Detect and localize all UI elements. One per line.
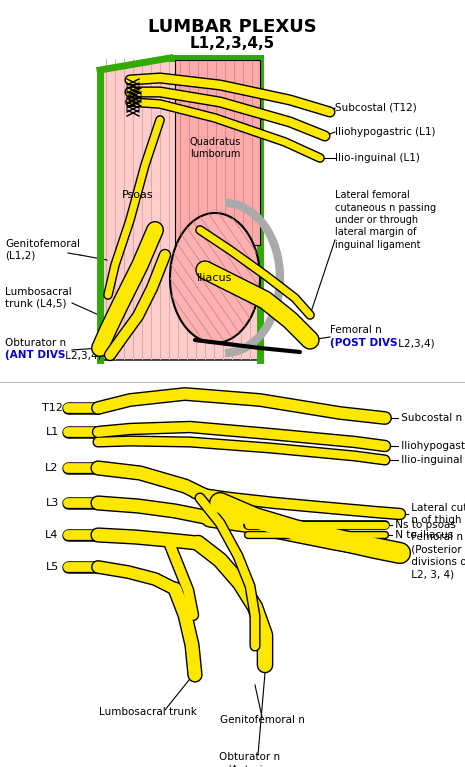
Text: Ns to psoas: Ns to psoas — [392, 520, 456, 530]
Text: L4: L4 — [45, 530, 59, 540]
Text: Ilio-inguinal (L1): Ilio-inguinal (L1) — [335, 153, 420, 163]
Text: L2: L2 — [45, 463, 59, 473]
Text: Femoral n
 (Posterior
 divisions of
 L2, 3, 4): Femoral n (Posterior divisions of L2, 3,… — [408, 532, 465, 580]
Text: L1: L1 — [46, 427, 59, 437]
Text: T12: T12 — [41, 403, 62, 413]
Text: Iliohypogastric (L1): Iliohypogastric (L1) — [335, 127, 436, 137]
Text: LUMBAR PLEXUS: LUMBAR PLEXUS — [147, 18, 316, 36]
Text: Genitofemoral
(L1,2): Genitofemoral (L1,2) — [5, 239, 80, 261]
Text: Ilio-inguinal n: Ilio-inguinal n — [398, 455, 465, 465]
Text: N to iliacus: N to iliacus — [392, 530, 453, 540]
Text: Lumbosacral
trunk (L4,5): Lumbosacral trunk (L4,5) — [5, 287, 72, 309]
Text: Subcostal n: Subcostal n — [398, 413, 462, 423]
Ellipse shape — [170, 213, 260, 343]
Polygon shape — [100, 58, 260, 360]
Text: Obturator n
(Anterior
divisions of
L2, 3, 4): Obturator n (Anterior divisions of L2, 3… — [219, 752, 280, 767]
Polygon shape — [175, 60, 260, 245]
Text: Obturator n: Obturator n — [5, 338, 66, 348]
Text: L2,3,4): L2,3,4) — [395, 338, 435, 348]
Text: Genitofemoral n: Genitofemoral n — [219, 715, 305, 725]
Text: L2,3,4): L2,3,4) — [62, 350, 102, 360]
Text: Iliohypogastric n: Iliohypogastric n — [398, 441, 465, 451]
Text: L5: L5 — [46, 562, 59, 572]
Text: L3: L3 — [46, 498, 59, 508]
Text: Psoas: Psoas — [122, 190, 154, 200]
Text: Lateral cutaneous
 n of thigh: Lateral cutaneous n of thigh — [408, 503, 465, 525]
Text: Iliacus: Iliacus — [197, 273, 232, 283]
Text: Lumbosacral trunk: Lumbosacral trunk — [99, 707, 197, 717]
Text: (ANT DIVS: (ANT DIVS — [5, 350, 66, 360]
Text: L1,2,3,4,5: L1,2,3,4,5 — [189, 36, 275, 51]
Text: Subcostal (T12): Subcostal (T12) — [335, 103, 417, 113]
Text: (POST DIVS: (POST DIVS — [330, 338, 398, 348]
Text: Lateral femoral
cutaneous n passing
under or through
lateral margin of
inguinal : Lateral femoral cutaneous n passing unde… — [335, 190, 436, 250]
Text: Quadratus
lumborum: Quadratus lumborum — [189, 137, 240, 159]
Text: Femoral n: Femoral n — [330, 325, 382, 335]
